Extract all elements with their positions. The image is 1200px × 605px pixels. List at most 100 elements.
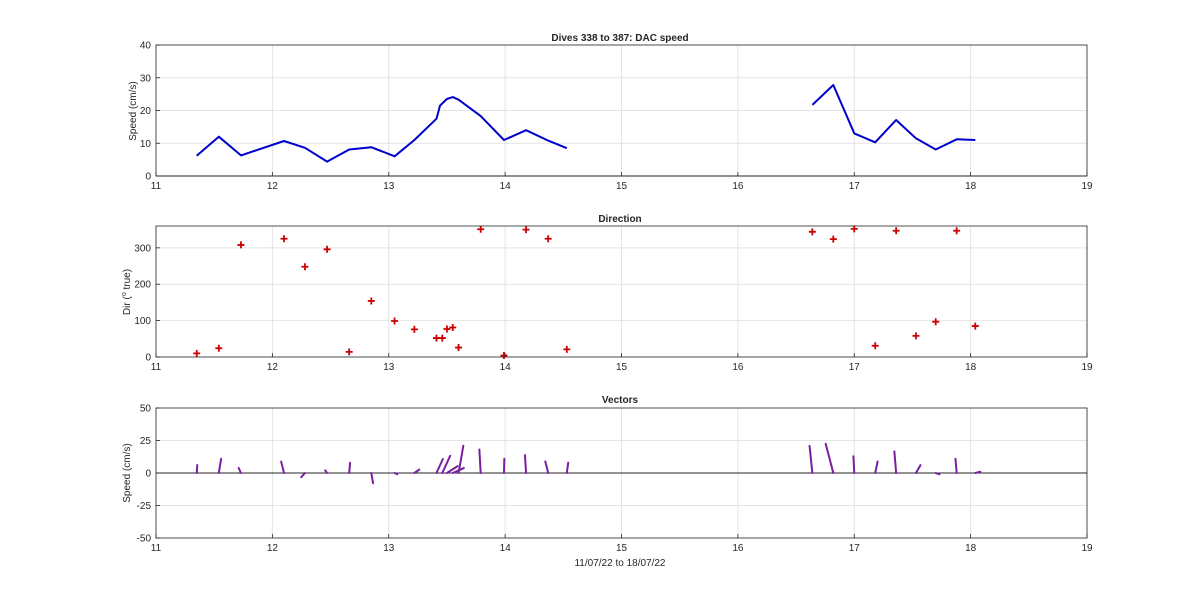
y-tick-label: 0 bbox=[145, 469, 151, 480]
vector-stick bbox=[457, 444, 465, 474]
y-tick-label: 25 bbox=[140, 436, 152, 447]
y-tick-label: 0 bbox=[145, 353, 151, 364]
direction-point bbox=[449, 324, 457, 332]
vectors-y-axis-label: Speed (cm/s) bbox=[122, 443, 133, 502]
x-tick-label: 18 bbox=[965, 362, 977, 373]
x-tick-label: 12 bbox=[267, 362, 279, 373]
x-tick-label: 13 bbox=[383, 181, 395, 192]
y-tick-label: 100 bbox=[134, 316, 151, 327]
direction-point bbox=[912, 332, 920, 340]
vectors-y-ticks: -50 -25 0 25 50 bbox=[137, 404, 160, 545]
direction-series bbox=[193, 225, 979, 360]
x-tick-label: 11 bbox=[151, 362, 162, 373]
vectors-panel-title: Vectors bbox=[602, 395, 639, 406]
direction-point bbox=[443, 325, 451, 333]
y-tick-label: -50 bbox=[137, 534, 152, 545]
direction-y-label-degree: o bbox=[121, 292, 128, 296]
speed-y-ticks: 0 10 20 30 40 bbox=[140, 41, 160, 183]
vectors-x-axis-label: 11/07/22 to 18/07/22 bbox=[574, 558, 665, 569]
x-tick-label: 15 bbox=[616, 181, 628, 192]
direction-point bbox=[829, 235, 837, 243]
vector-stick bbox=[237, 466, 242, 474]
vector-stick bbox=[954, 457, 958, 474]
x-tick-label: 18 bbox=[965, 543, 977, 554]
direction-point bbox=[500, 352, 508, 360]
direction-panel: Direction 11 12 13 14 15 16 17 18 19 0100200300 … bbox=[121, 214, 1093, 373]
vector-stick bbox=[217, 457, 223, 474]
x-tick-label: 17 bbox=[849, 362, 861, 373]
vector-stick bbox=[324, 469, 329, 474]
y-tick-label: 40 bbox=[140, 41, 152, 52]
x-tick-label: 12 bbox=[267, 181, 279, 192]
direction-y-ticks: 0 100 200 300 bbox=[134, 243, 160, 364]
direction-point bbox=[323, 245, 331, 253]
x-tick-label: 14 bbox=[500, 362, 512, 373]
x-tick-label: 13 bbox=[383, 362, 395, 373]
x-tick-label: 19 bbox=[1081, 181, 1093, 192]
direction-point bbox=[345, 348, 353, 356]
direction-panel-title: Direction bbox=[598, 214, 641, 225]
speed-y-axis-label: Speed (cm/s) bbox=[128, 81, 139, 140]
direction-point bbox=[410, 325, 418, 333]
direction-point bbox=[215, 344, 223, 352]
x-tick-label: 11 bbox=[151, 181, 162, 192]
vector-stick bbox=[195, 464, 199, 474]
vector-stick bbox=[974, 470, 982, 474]
direction-point bbox=[301, 263, 309, 271]
direction-point bbox=[563, 345, 571, 353]
x-tick-label: 16 bbox=[732, 362, 744, 373]
direction-point bbox=[367, 297, 375, 305]
x-tick-label: 15 bbox=[616, 543, 628, 554]
y-tick-label: 0 bbox=[145, 172, 151, 183]
direction-point bbox=[871, 342, 879, 350]
vector-stick bbox=[824, 442, 835, 474]
speed-series bbox=[196, 84, 976, 163]
direction-point bbox=[477, 225, 485, 233]
vector-stick bbox=[280, 460, 286, 474]
speed-line-segment bbox=[196, 96, 568, 163]
direction-point bbox=[237, 241, 245, 249]
x-tick-label: 17 bbox=[849, 181, 861, 192]
vector-stick bbox=[523, 454, 528, 474]
direction-point bbox=[808, 228, 816, 236]
direction-point bbox=[391, 317, 399, 325]
vector-stick bbox=[393, 472, 399, 476]
vector-stick bbox=[808, 444, 814, 474]
x-tick-label: 13 bbox=[383, 543, 395, 554]
x-tick-label: 16 bbox=[732, 181, 744, 192]
vector-stick bbox=[852, 455, 856, 474]
x-tick-label: 17 bbox=[849, 543, 861, 554]
y-tick-label: 10 bbox=[140, 139, 152, 150]
speed-x-ticks: 11 12 13 14 15 16 17 18 19 bbox=[151, 172, 1093, 192]
vector-stick bbox=[370, 472, 375, 485]
speed-panel: Dives 338 to 387: DAC speed 11 12 13 14 15 16… bbox=[128, 33, 1093, 192]
direction-y-label-pre: Dir ( bbox=[122, 296, 133, 316]
y-tick-label: 300 bbox=[134, 243, 151, 254]
speed-panel-title: Dives 338 to 387: DAC speed bbox=[551, 33, 688, 44]
direction-y-axis-label: Dir (o true) bbox=[121, 269, 133, 315]
vector-stick bbox=[893, 450, 898, 474]
y-tick-label: 30 bbox=[140, 73, 152, 84]
direction-point bbox=[280, 235, 288, 243]
direction-point bbox=[971, 322, 979, 330]
x-tick-label: 11 bbox=[151, 543, 162, 554]
vector-stick bbox=[478, 448, 482, 474]
x-tick-label: 19 bbox=[1081, 362, 1093, 373]
vector-stick bbox=[435, 457, 444, 474]
x-tick-label: 14 bbox=[500, 543, 512, 554]
direction-point bbox=[932, 318, 940, 326]
direction-point bbox=[455, 344, 463, 352]
direction-point bbox=[544, 235, 552, 243]
x-tick-label: 12 bbox=[267, 543, 279, 554]
vector-stick bbox=[348, 461, 352, 474]
vector-stick bbox=[300, 472, 306, 479]
y-tick-label: 20 bbox=[140, 106, 152, 117]
direction-panel-grid bbox=[155, 226, 1088, 358]
x-tick-label: 15 bbox=[616, 362, 628, 373]
x-tick-label: 18 bbox=[965, 181, 977, 192]
direction-x-ticks: 11 12 13 14 15 16 17 18 19 bbox=[151, 353, 1093, 373]
direction-point bbox=[892, 227, 900, 235]
vector-stick bbox=[413, 468, 421, 474]
vector-stick bbox=[441, 454, 452, 474]
